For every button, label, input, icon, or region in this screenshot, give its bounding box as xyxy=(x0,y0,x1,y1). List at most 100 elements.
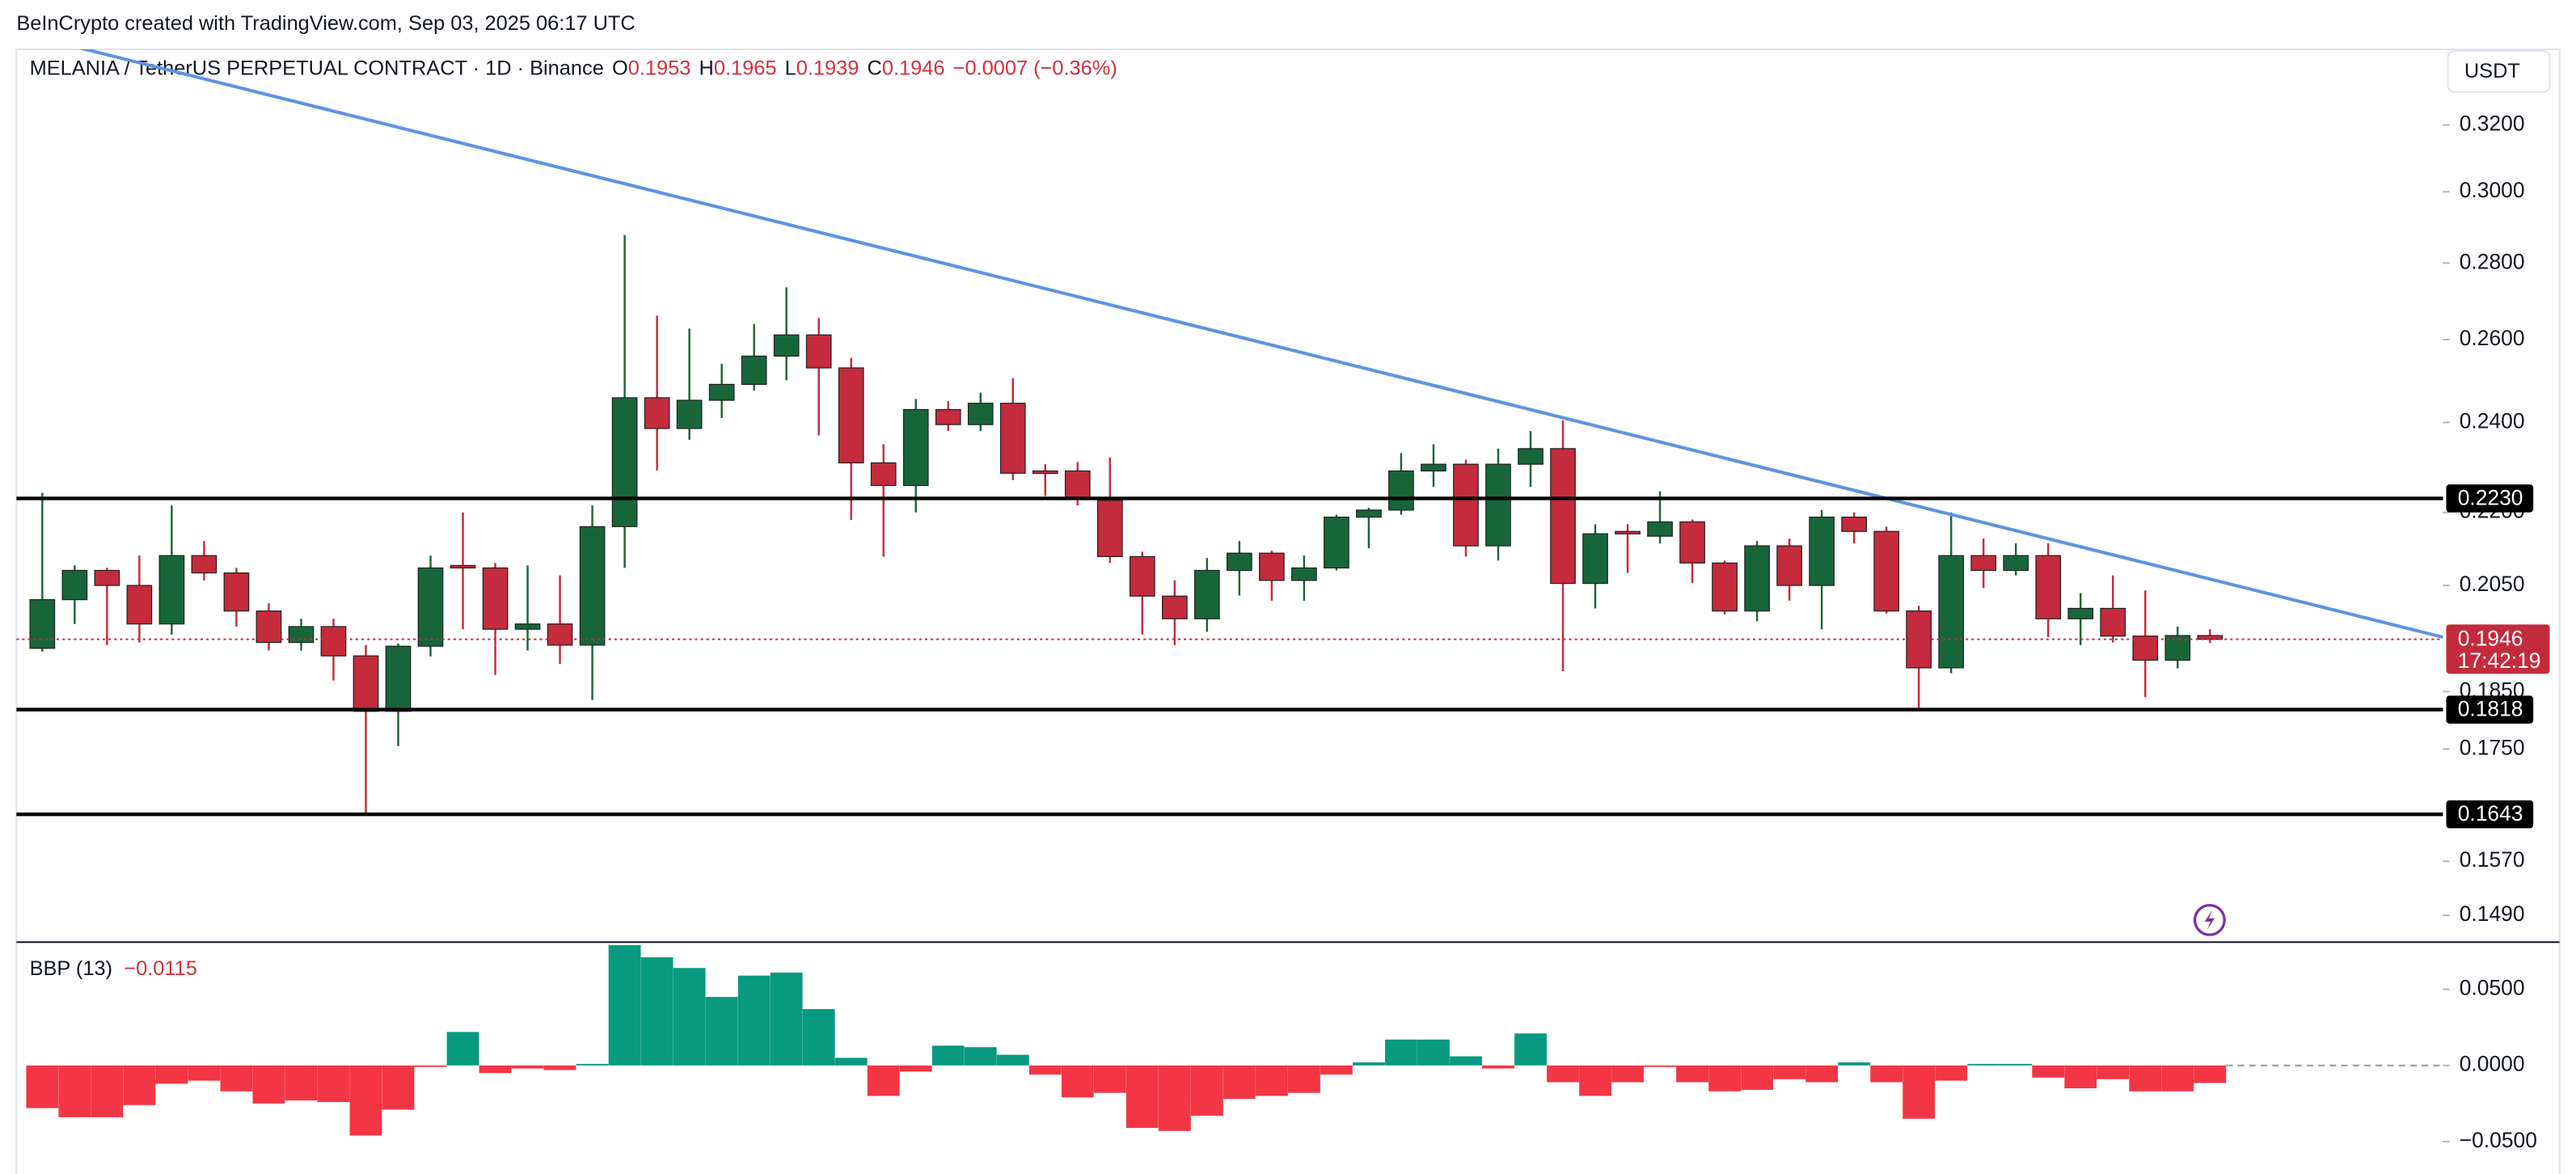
candle-body xyxy=(1970,555,1997,572)
y-tick-label: 0.1490 xyxy=(2460,902,2525,926)
bar xyxy=(382,1065,415,1110)
candle-body xyxy=(838,367,864,464)
currency-button[interactable] xyxy=(2447,49,2551,93)
bar xyxy=(188,1065,221,1081)
indicator-name: BBP (13) xyxy=(30,957,113,980)
bar xyxy=(802,1009,835,1066)
candle-body xyxy=(1582,533,1608,585)
candle-body xyxy=(1356,509,1382,518)
bar xyxy=(91,1065,124,1117)
candle-body xyxy=(158,555,185,625)
bar xyxy=(1870,1065,1903,1083)
candle-body xyxy=(1453,463,1479,547)
bar xyxy=(576,1063,609,1066)
candle-body xyxy=(1938,555,1965,669)
bar xyxy=(220,1065,253,1092)
candle-body xyxy=(450,564,476,569)
candle-body xyxy=(1324,516,1349,569)
candle-body xyxy=(1129,555,1155,597)
level-label-box xyxy=(2446,800,2534,829)
candle-body xyxy=(417,567,444,647)
bar xyxy=(2161,1065,2194,1092)
candle-body xyxy=(2067,607,2094,619)
bar xyxy=(867,1065,900,1096)
candle-body xyxy=(1259,552,1285,581)
bar xyxy=(1773,1065,1806,1079)
candle-body xyxy=(1776,545,1802,586)
candle-body xyxy=(902,408,929,487)
bar xyxy=(1676,1065,1708,1083)
symbol-title: MELANIA / TetherUS PERPETUAL CONTRACT · … xyxy=(30,57,604,79)
bar xyxy=(155,1065,188,1084)
candle-body xyxy=(1032,470,1058,475)
candle-body xyxy=(385,645,412,712)
bar xyxy=(2129,1065,2162,1092)
bar xyxy=(737,975,771,1066)
bar xyxy=(2000,1063,2033,1066)
trendline xyxy=(78,49,2443,640)
candle-body xyxy=(1841,516,1867,532)
candle-body xyxy=(255,610,282,644)
bar xyxy=(1417,1039,1450,1066)
bar xyxy=(608,944,641,1066)
candle-body xyxy=(2035,555,2062,619)
level-label: 0.1818 xyxy=(2458,697,2523,721)
bar xyxy=(673,968,706,1066)
indicator-title: BBP (13) −0.0115 xyxy=(30,957,197,980)
bar xyxy=(123,1065,156,1105)
candle-body xyxy=(1615,530,1641,534)
candle-body xyxy=(1291,567,1317,581)
bar xyxy=(1190,1065,1223,1116)
bar xyxy=(1902,1065,1936,1119)
change: −0.0007 (−0.36%) xyxy=(953,57,1117,79)
level-label: 0.1643 xyxy=(2458,801,2523,826)
bar xyxy=(1935,1065,1968,1081)
bar xyxy=(964,1047,997,1066)
candle-body xyxy=(1679,521,1705,564)
bar xyxy=(1320,1065,1353,1075)
bar xyxy=(252,1065,285,1104)
alert-icon[interactable] xyxy=(2193,903,2226,936)
candle-body xyxy=(935,408,961,425)
y-tick-label: 0.3200 xyxy=(2460,112,2525,136)
candle-body xyxy=(2132,636,2159,661)
y-tick-label: 0.1750 xyxy=(2460,735,2525,759)
bar xyxy=(770,972,803,1066)
bar xyxy=(511,1065,544,1069)
alert-bolt[interactable] xyxy=(2204,910,2215,931)
ohlc-value: 0.1946 xyxy=(882,57,945,79)
candle-body xyxy=(288,626,315,644)
bar xyxy=(1093,1065,1126,1093)
bar xyxy=(446,1032,479,1066)
candle-body xyxy=(2100,607,2126,637)
candle-body xyxy=(191,555,217,574)
bar xyxy=(1450,1056,1482,1066)
bar xyxy=(1547,1065,1579,1083)
currency[interactable]: USDT xyxy=(2464,60,2520,82)
candle-body xyxy=(676,399,703,429)
level-label-box xyxy=(2446,695,2534,724)
candle-body xyxy=(1161,595,1188,619)
indicator-value: −0.0115 xyxy=(124,957,197,980)
bar xyxy=(1125,1065,1159,1128)
bar xyxy=(479,1065,512,1074)
candle-body xyxy=(1518,448,1543,465)
y-tick-label: 0.2600 xyxy=(2460,326,2525,350)
candle-body xyxy=(482,567,509,630)
candle-body xyxy=(1227,552,1252,572)
bar xyxy=(2194,1065,2227,1083)
bar xyxy=(1838,1062,1871,1066)
bar xyxy=(1061,1065,1094,1098)
y-tick-label: 0.2050 xyxy=(2460,572,2525,596)
bar xyxy=(317,1065,350,1102)
candle-body xyxy=(1421,463,1446,472)
bar xyxy=(640,957,674,1066)
candle-body xyxy=(547,623,573,646)
y-tick-label: −0.0500 xyxy=(2460,1128,2537,1152)
candle-body xyxy=(1096,500,1123,558)
level-label: 0.2230 xyxy=(2458,485,2523,509)
bar xyxy=(543,1065,576,1071)
candle-body xyxy=(805,334,832,369)
